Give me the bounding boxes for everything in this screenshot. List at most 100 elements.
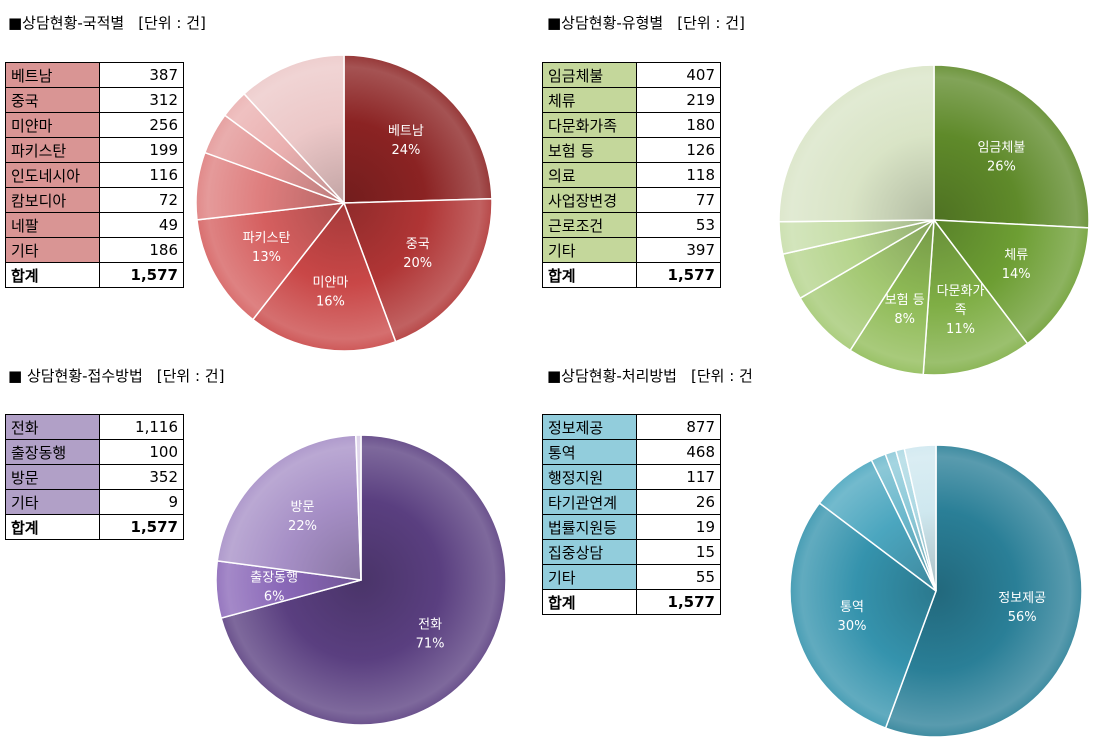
pie-slice xyxy=(220,434,507,726)
table-total-row: 합계 1,577 xyxy=(5,262,184,288)
category-label: 통역 xyxy=(542,439,637,465)
slice-category-label: 미얀마 xyxy=(312,275,348,290)
slice-category-label: 파키스탄 xyxy=(243,231,291,246)
table-row: 방문 352 xyxy=(5,464,184,490)
panel-unit-text: [단위 : 건] xyxy=(156,367,225,385)
count-value: 77 xyxy=(636,187,721,213)
table-row: 전화 1,116 xyxy=(5,414,184,440)
table-row: 네팔 49 xyxy=(5,212,184,238)
count-value: 219 xyxy=(636,87,721,113)
pie-slice xyxy=(355,434,362,581)
slice-percent-label: 56% xyxy=(1008,610,1037,625)
table-row: 베트남 387 xyxy=(5,62,184,88)
slice-category-label: 전화 xyxy=(418,617,442,632)
count-value: 312 xyxy=(99,87,184,113)
category-label: 기타 xyxy=(5,489,100,515)
total-label: 합계 xyxy=(5,514,100,540)
pie-slice xyxy=(903,444,937,592)
count-value: 116 xyxy=(99,162,184,188)
category-label: 정보제공 xyxy=(542,414,637,440)
category-label: 다문화가족 xyxy=(542,112,637,138)
table-row: 임금체불 407 xyxy=(542,62,721,88)
table-row: 법률지원등 19 xyxy=(542,514,721,540)
count-value: 1,116 xyxy=(99,414,184,440)
category-label: 네팔 xyxy=(5,212,100,238)
panel-title-intake: ■ 상담현황-접수방법 [단위 : 건] xyxy=(8,365,224,386)
category-label: 체류 xyxy=(542,87,637,113)
table-row: 행정지원 117 xyxy=(542,464,721,490)
category-label: 출장동행 xyxy=(5,439,100,465)
category-label: 근로조건 xyxy=(542,212,637,238)
total-value: 1,577 xyxy=(99,514,184,540)
category-label: 전화 xyxy=(5,414,100,440)
table-row: 보험 등 126 xyxy=(542,137,721,163)
category-label: 기타 xyxy=(5,237,100,263)
nationality-table: 베트남 387 중국 312 미얀마 256 파키스탄 199 인도네시아 116 캄보디아 72 네팔… xyxy=(5,62,184,288)
total-value: 1,577 xyxy=(636,262,721,288)
slice-percent-label: 6% xyxy=(264,589,285,604)
pie-slice xyxy=(932,219,1090,345)
slice-category-label: 정보제공 xyxy=(998,591,1046,606)
slice-percent-label: 8% xyxy=(894,312,915,327)
table-row: 미얀마 256 xyxy=(5,112,184,138)
category-label: 기타 xyxy=(542,564,637,590)
intake-pie-chart: 전화 71% 출장동행 6% 방문 22% xyxy=(215,434,507,726)
table-row: 타기관연계 26 xyxy=(542,489,721,515)
count-value: 387 xyxy=(99,62,184,88)
slice-category-label: 베트남 xyxy=(388,124,424,139)
slice-category-label: 체류 xyxy=(1004,248,1028,263)
type-table: 임금체불 407 체류 219 다문화가족 180 보험 등 126 의료 118 사업장변경 77 근… xyxy=(542,62,721,288)
handling-table: 정보제공 877 통역 468 행정지원 117 타기관연계 26 법률지원등 19 집중상담 15 기… xyxy=(542,414,721,615)
panel-title-nationality: ■상담현황-국적별 [단위 : 건] xyxy=(8,12,206,33)
slice-percent-label: 71% xyxy=(416,636,445,651)
count-value: 199 xyxy=(99,137,184,163)
panel-unit-text: [단위 : 건 xyxy=(691,367,753,385)
slice-percent-label: 20% xyxy=(403,256,432,271)
table-row: 사업장변경 77 xyxy=(542,187,721,213)
panel-title-type: ■상담현황-유형별 [단위 : 건] xyxy=(547,12,745,33)
table-row: 집중상담 15 xyxy=(542,539,721,565)
table-total-row: 합계 1,577 xyxy=(5,514,184,540)
category-label: 파키스탄 xyxy=(5,137,100,163)
panel-unit-text: [단위 : 건] xyxy=(677,14,745,32)
pie-slice xyxy=(933,64,1090,229)
slice-category-label: 통역 xyxy=(840,600,864,615)
slice-category-label: 방문 xyxy=(291,500,315,515)
slice-category-label: 출장동행 xyxy=(250,569,298,585)
panel-title-text: ■상담현황-처리방법 xyxy=(547,367,677,385)
panel-title-handling: ■상담현황-처리방법 [단위 : 건 xyxy=(547,365,753,386)
count-value: 19 xyxy=(636,514,721,540)
category-label: 타기관연계 xyxy=(542,489,637,515)
table-total-row: 합계 1,577 xyxy=(542,262,721,288)
count-value: 126 xyxy=(636,137,721,163)
category-label: 집중상담 xyxy=(542,539,637,565)
count-value: 26 xyxy=(636,489,721,515)
table-row: 출장동행 100 xyxy=(5,439,184,465)
pie-slice xyxy=(778,64,935,223)
panel-title-text: ■ 상담현황-접수방법 xyxy=(8,367,143,385)
count-value: 15 xyxy=(636,539,721,565)
table-row: 통역 468 xyxy=(542,439,721,465)
pie-slice xyxy=(342,197,493,343)
count-value: 877 xyxy=(636,414,721,440)
pie-slice xyxy=(196,202,346,321)
slice-category-label: 중국 xyxy=(406,237,430,252)
intake-table: 전화 1,116 출장동행 100 방문 352 기타 9 합계 1,577 xyxy=(5,414,184,540)
total-label: 합계 xyxy=(542,589,637,615)
slice-category-label: 다문화가 xyxy=(937,284,985,299)
table-row: 중국 312 xyxy=(5,87,184,113)
total-value: 1,577 xyxy=(636,589,721,615)
count-value: 53 xyxy=(636,212,721,238)
table-total-row: 합계 1,577 xyxy=(542,589,721,615)
slice-percent-label: 16% xyxy=(316,294,345,309)
table-row: 기타 55 xyxy=(542,564,721,590)
count-value: 468 xyxy=(636,439,721,465)
nationality-pie-chart: 베트남 24% 중국 20% 미얀마 16% 파키스탄 13% xyxy=(195,54,493,352)
table-row: 기타 186 xyxy=(5,237,184,263)
category-label: 행정지원 xyxy=(542,464,637,490)
panel-title-text: ■상담현황-유형별 xyxy=(547,14,664,32)
count-value: 180 xyxy=(636,112,721,138)
type-pie-chart: 임금체불 26% 체류 14% 다문화가족 11% 보험 등 8% xyxy=(778,64,1090,376)
table-row: 의료 118 xyxy=(542,162,721,188)
count-value: 186 xyxy=(99,237,184,263)
